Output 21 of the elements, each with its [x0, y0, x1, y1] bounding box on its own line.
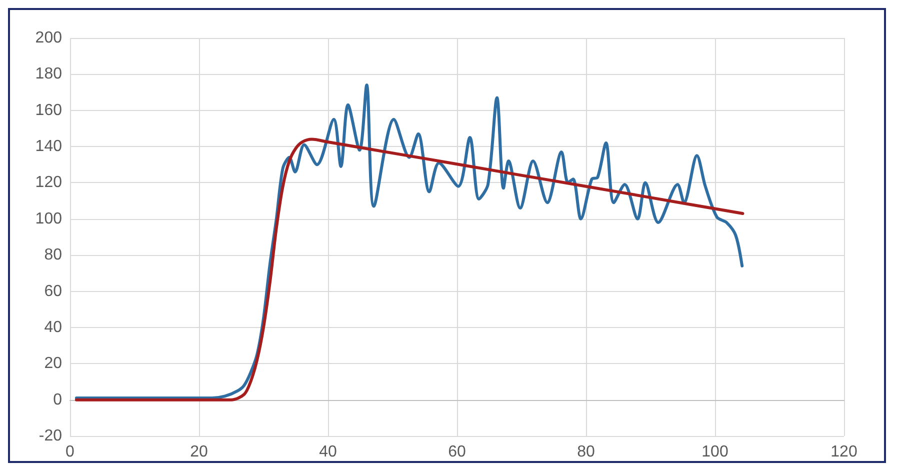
y-tick-label: 20: [44, 355, 62, 372]
y-tick-label: 100: [35, 210, 62, 228]
x-tick-label: 60: [448, 444, 466, 460]
line-series: [74, 84, 744, 400]
x-tick-label: 20: [190, 444, 208, 460]
line-series: [74, 138, 744, 402]
y-tick-label: -20: [38, 428, 62, 444]
y-tick-label: 140: [35, 138, 62, 156]
x-tick-label: 100: [702, 444, 728, 460]
x-tick-label: 0: [66, 444, 75, 460]
y-tick-label: 40: [44, 318, 62, 336]
y-tick-label: 180: [35, 66, 62, 83]
y-tick-label: 160: [35, 102, 62, 119]
y-tick-label: 80: [44, 246, 62, 264]
x-tick-label: 120: [830, 444, 858, 460]
y-tick-label: 0: [53, 391, 62, 408]
y-tick-label: 60: [44, 282, 62, 300]
x-tick-label: 40: [319, 444, 337, 460]
y-tick-label: 120: [35, 174, 62, 192]
y-tick-label: 200: [35, 30, 62, 46]
x-tick-label: 80: [577, 444, 595, 460]
